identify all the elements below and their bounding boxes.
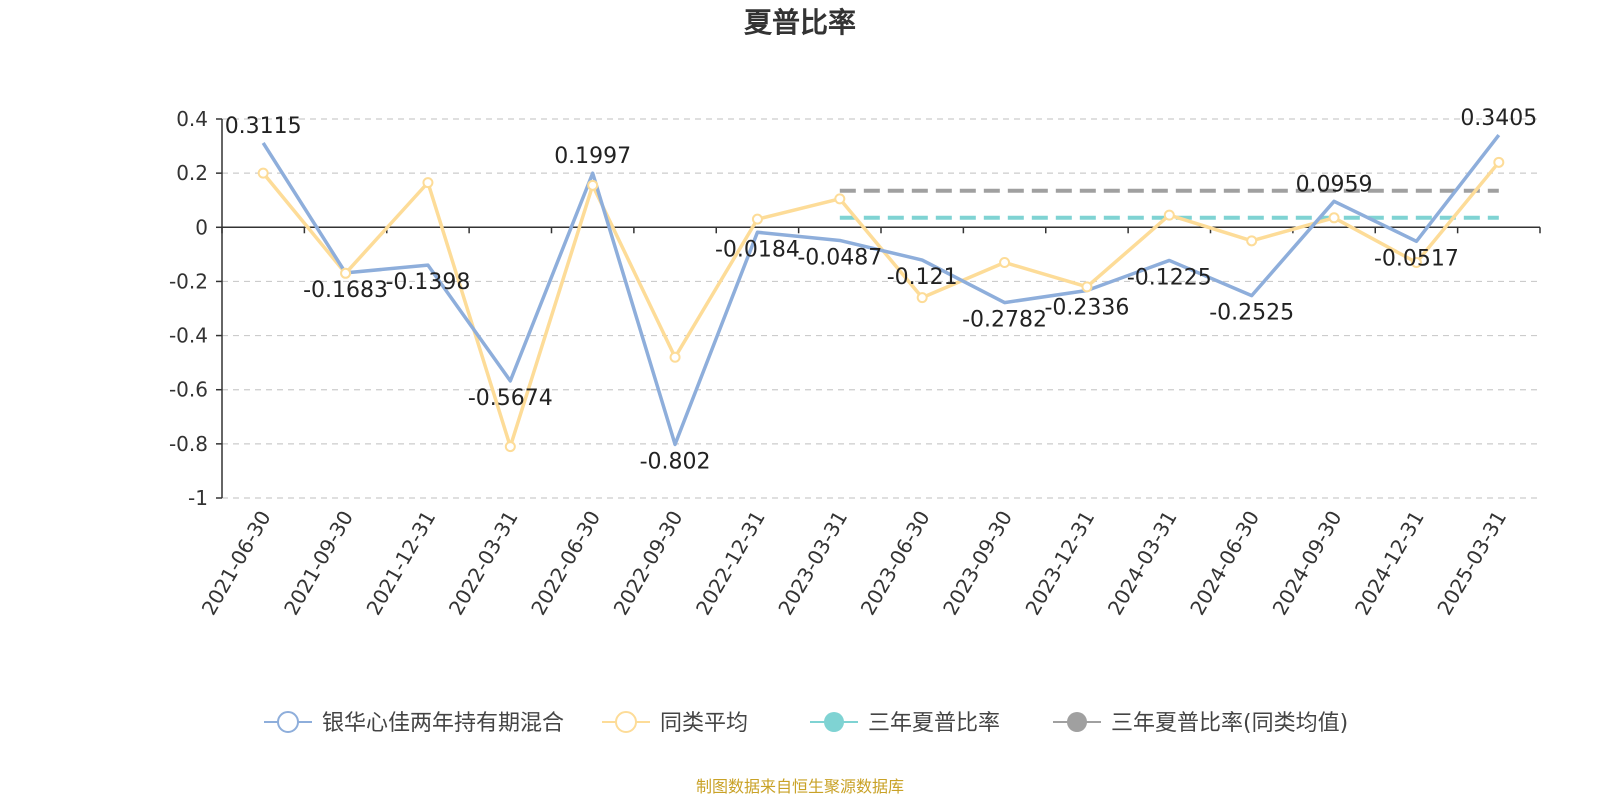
series-line: [261, 161, 1501, 449]
legend-label: 银华心佳两年持有期混合: [322, 711, 564, 736]
x-tick-label: 2024-03-31: [1103, 507, 1182, 620]
x-tick-label: 2024-12-31: [1350, 507, 1429, 620]
y-tick-label: -0.8: [169, 432, 208, 456]
x-tick-label: 2022-06-30: [526, 507, 605, 620]
data-label: 0.0959: [1296, 172, 1373, 197]
x-tick-label: 2024-09-30: [1267, 507, 1346, 620]
data-label: -0.1398: [385, 270, 470, 295]
y-tick-label: -1: [188, 486, 208, 510]
data-point: [1493, 156, 1505, 168]
legend-marker-icon: [277, 711, 299, 733]
data-label: 0.1997: [554, 144, 631, 169]
data-labels: 0.3115 -0.1683-0.1398 -0.5674 0.1997 -0.802 -…: [225, 106, 1538, 474]
legend[interactable]: 银华心佳两年持有期混合 同类平均 三年夏普比率 三年夏普比率(同类均值): [264, 711, 1348, 736]
data-label: -0.2336: [1044, 296, 1129, 321]
legend-label: 三年夏普比率(同类均值): [1111, 711, 1348, 736]
chart-title: 夏普比率: [744, 6, 856, 39]
x-tick-label: 2024-06-30: [1185, 507, 1264, 620]
series-lines: [261, 134, 1501, 449]
data-label: -0.5674: [468, 386, 553, 411]
legend-label: 同类平均: [660, 711, 748, 736]
data-point: [1410, 256, 1422, 268]
x-tick-label: 2023-12-31: [1020, 507, 1099, 620]
data-point: [834, 193, 846, 205]
legend-item[interactable]: 三年夏普比率(同类均值): [1053, 711, 1348, 736]
y-tick-label: -0.6: [169, 378, 208, 402]
y-tick-label: -0.2: [169, 269, 208, 293]
y-tick-label: -0.4: [169, 324, 208, 348]
x-tick-label: 2023-03-31: [773, 507, 852, 620]
x-tick-label: 2022-12-31: [691, 507, 770, 620]
series-markers: [257, 156, 1505, 453]
data-point: [1081, 281, 1093, 293]
legend-item[interactable]: 银华心佳两年持有期混合: [264, 711, 564, 736]
reference-lines: [839, 188, 1499, 220]
data-point: [422, 177, 434, 189]
data-label: -0.2525: [1209, 301, 1294, 326]
data-label: -0.2782: [962, 308, 1047, 333]
y-tick-label: 0.2: [176, 161, 208, 185]
y-tick-label: 0: [195, 215, 208, 239]
x-tick-label: 2021-06-30: [197, 507, 276, 620]
x-tick-label: 2023-09-30: [938, 507, 1017, 620]
x-tick-label: 2022-03-31: [444, 507, 523, 620]
legend-marker-icon: [824, 712, 844, 732]
data-point: [669, 351, 681, 363]
source-note: 制图数据来自恒生聚源数据库: [696, 777, 904, 796]
data-point: [1163, 209, 1175, 221]
legend-marker-icon: [615, 711, 637, 733]
data-point: [1328, 212, 1340, 224]
legend-label: 三年夏普比率: [868, 711, 1000, 736]
data-label: -0.1683: [303, 278, 388, 303]
data-point: [587, 179, 599, 191]
data-label: 0.3115: [225, 114, 302, 139]
data-label: -0.802: [640, 449, 711, 474]
data-label: -0.0517: [1374, 246, 1459, 271]
x-tick-label: 2023-06-30: [856, 507, 935, 620]
data-label: -0.0184: [715, 237, 800, 262]
data-label: -0.0487: [797, 245, 882, 270]
y-tick-label: 0.4: [176, 107, 208, 131]
data-point: [751, 213, 763, 225]
x-tick-label: 2022-09-30: [608, 507, 687, 620]
data-point: [999, 256, 1011, 268]
data-label: 0.3405: [1460, 106, 1537, 131]
x-tick-label: 2025-03-31: [1432, 507, 1511, 620]
data-point: [257, 167, 269, 179]
legend-marker-icon: [1067, 712, 1087, 732]
data-label: -0.1225: [1127, 265, 1212, 290]
data-point: [340, 267, 352, 279]
x-tick-label: 2021-12-31: [361, 507, 440, 620]
legend-item[interactable]: 同类平均: [602, 711, 748, 736]
x-tick-label: 2021-09-30: [279, 507, 358, 620]
data-point: [504, 441, 516, 453]
legend-item[interactable]: 三年夏普比率: [810, 711, 1000, 736]
data-point: [916, 292, 928, 304]
data-label: -0.121: [887, 265, 958, 290]
data-point: [1246, 235, 1258, 247]
series-line: [261, 134, 1501, 447]
